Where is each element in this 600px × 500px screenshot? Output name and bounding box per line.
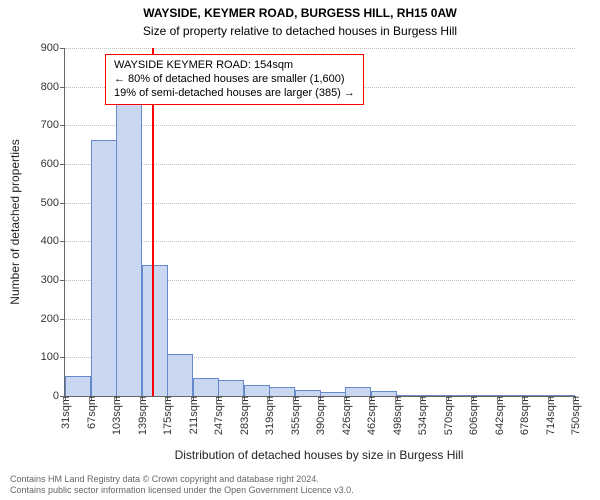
histogram-bar (371, 391, 397, 396)
ytick-label: 100 (41, 351, 65, 363)
xtick-label: 714sqm (543, 396, 557, 435)
xtick-label: 390sqm (313, 396, 327, 435)
xtick-label: 498sqm (390, 396, 404, 435)
ytick-label: 200 (41, 313, 65, 325)
xtick-label: 103sqm (109, 396, 123, 435)
histogram-bar (447, 395, 473, 396)
histogram-bar (244, 385, 270, 396)
xtick-label: 462sqm (364, 396, 378, 435)
xtick-label: 175sqm (160, 396, 174, 435)
xtick-label: 750sqm (568, 396, 582, 435)
ytick-label: 900 (41, 42, 65, 54)
y-axis-label: Number of detached properties (8, 139, 22, 304)
histogram-bar (65, 376, 91, 396)
ytick-label: 700 (41, 119, 65, 131)
histogram-bar (345, 387, 371, 396)
histogram-bar (142, 265, 168, 396)
annotation-line: 19% of semi-detached houses are larger (… (114, 87, 355, 101)
footer-attribution: Contains HM Land Registry data © Crown c… (10, 474, 354, 497)
histogram-bar (295, 390, 321, 396)
ytick-label: 500 (41, 197, 65, 209)
ytick-label: 800 (41, 81, 65, 93)
annotation-box: WAYSIDE KEYMER ROAD: 154sqm← 80% of deta… (105, 54, 364, 105)
histogram-bar (498, 395, 524, 396)
histogram-plot: 010020030040050060070080090031sqm67sqm10… (64, 48, 575, 397)
annotation-line: ← 80% of detached houses are smaller (1,… (114, 73, 355, 87)
ytick-label: 400 (41, 235, 65, 247)
gridline (65, 48, 575, 49)
histogram-bar (549, 395, 575, 396)
xtick-label: 139sqm (135, 396, 149, 435)
xtick-label: 570sqm (441, 396, 455, 435)
footer-line-1: Contains HM Land Registry data © Crown c… (10, 474, 354, 485)
histogram-bar (524, 395, 550, 396)
annotation-line: WAYSIDE KEYMER ROAD: 154sqm (114, 59, 355, 73)
xtick-label: 355sqm (288, 396, 302, 435)
page-title-1: WAYSIDE, KEYMER ROAD, BURGESS HILL, RH15… (0, 6, 600, 20)
histogram-bar (193, 378, 219, 396)
page-title-2: Size of property relative to detached ho… (0, 24, 600, 38)
xtick-label: 642sqm (492, 396, 506, 435)
histogram-bar (396, 395, 422, 396)
histogram-bar (320, 392, 346, 396)
ytick-label: 300 (41, 274, 65, 286)
histogram-bar (91, 140, 117, 396)
footer-line-2: Contains public sector information licen… (10, 485, 354, 496)
xtick-label: 534sqm (415, 396, 429, 435)
xtick-label: 606sqm (466, 396, 480, 435)
xtick-label: 247sqm (211, 396, 225, 435)
xtick-label: 31sqm (58, 396, 72, 429)
histogram-bar (422, 395, 448, 396)
histogram-bar (269, 387, 295, 396)
histogram-bar (473, 395, 499, 396)
xtick-label: 67sqm (84, 396, 98, 429)
histogram-bar (167, 354, 193, 396)
x-axis-label: Distribution of detached houses by size … (64, 448, 574, 462)
xtick-label: 319sqm (262, 396, 276, 435)
ytick-label: 600 (41, 158, 65, 170)
xtick-label: 678sqm (517, 396, 531, 435)
xtick-label: 283sqm (237, 396, 251, 435)
histogram-bar (218, 380, 244, 396)
histogram-bar (116, 90, 142, 396)
xtick-label: 426sqm (339, 396, 353, 435)
xtick-label: 211sqm (186, 396, 200, 434)
